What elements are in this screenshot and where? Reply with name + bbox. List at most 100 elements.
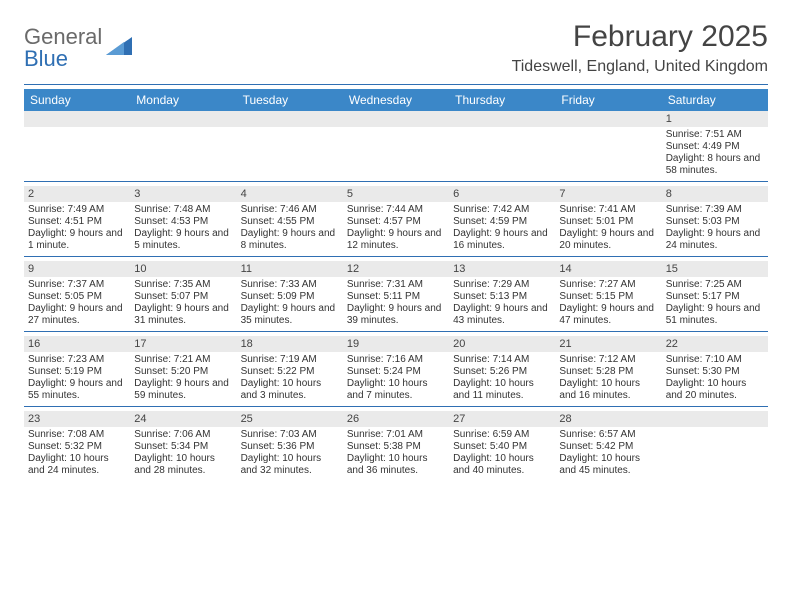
sunset-text: Sunset: 5:40 PM [453,441,551,453]
sunset-text: Sunset: 4:51 PM [28,216,126,228]
empty-day-bar [555,111,661,127]
sunrise-text: Sunrise: 7:39 AM [666,204,764,216]
sunrise-text: Sunrise: 7:31 AM [347,279,445,291]
daylight-text: Daylight: 10 hours and 24 minutes. [28,453,126,477]
day-header: Sunday [24,89,130,111]
sunrise-text: Sunrise: 7:46 AM [241,204,339,216]
daylight-text: Daylight: 10 hours and 32 minutes. [241,453,339,477]
daylight-text: Daylight: 9 hours and 43 minutes. [453,303,551,327]
day-cell: 17Sunrise: 7:21 AMSunset: 5:20 PMDayligh… [130,336,236,407]
sunset-text: Sunset: 5:13 PM [453,291,551,303]
day-cell: 9Sunrise: 7:37 AMSunset: 5:05 PMDaylight… [24,261,130,332]
sunset-text: Sunset: 5:24 PM [347,366,445,378]
sunset-text: Sunset: 5:05 PM [28,291,126,303]
daylight-text: Daylight: 9 hours and 59 minutes. [134,378,232,402]
week-row: 2Sunrise: 7:49 AMSunset: 4:51 PMDaylight… [24,186,768,257]
title-block: February 2025 Tideswell, England, United… [512,20,768,76]
daylight-text: Daylight: 10 hours and 45 minutes. [559,453,657,477]
day-number: 17 [130,336,236,352]
day-number: 4 [237,186,343,202]
day-number: 6 [449,186,555,202]
day-number: 22 [662,336,768,352]
day-cell: 28Sunrise: 6:57 AMSunset: 5:42 PMDayligh… [555,411,661,481]
sunrise-text: Sunrise: 7:12 AM [559,354,657,366]
week-row: 23Sunrise: 7:08 AMSunset: 5:32 PMDayligh… [24,411,768,481]
location-label: Tideswell, England, United Kingdom [512,58,768,76]
day-number: 19 [343,336,449,352]
sunset-text: Sunset: 5:36 PM [241,441,339,453]
day-header: Saturday [662,89,768,111]
daylight-text: Daylight: 10 hours and 11 minutes. [453,378,551,402]
daylight-text: Daylight: 9 hours and 20 minutes. [559,228,657,252]
calendar-head: SundayMondayTuesdayWednesdayThursdayFrid… [24,89,768,111]
daylight-text: Daylight: 10 hours and 40 minutes. [453,453,551,477]
day-cell: 11Sunrise: 7:33 AMSunset: 5:09 PMDayligh… [237,261,343,332]
empty-day-bar [662,411,768,427]
sunset-text: Sunset: 5:38 PM [347,441,445,453]
sunset-text: Sunset: 5:26 PM [453,366,551,378]
day-cell: 22Sunrise: 7:10 AMSunset: 5:30 PMDayligh… [662,336,768,407]
daylight-text: Daylight: 8 hours and 58 minutes. [666,153,764,177]
sunrise-text: Sunrise: 7:08 AM [28,429,126,441]
sunset-text: Sunset: 5:28 PM [559,366,657,378]
day-number: 15 [662,261,768,277]
daylight-text: Daylight: 9 hours and 1 minute. [28,228,126,252]
day-cell [662,411,768,481]
day-cell: 24Sunrise: 7:06 AMSunset: 5:34 PMDayligh… [130,411,236,481]
logo-triangle-icon [106,37,132,59]
daylight-text: Daylight: 10 hours and 3 minutes. [241,378,339,402]
daylight-text: Daylight: 9 hours and 35 minutes. [241,303,339,327]
sunrise-text: Sunrise: 7:25 AM [666,279,764,291]
sunset-text: Sunset: 5:01 PM [559,216,657,228]
day-number: 26 [343,411,449,427]
sunrise-text: Sunrise: 6:57 AM [559,429,657,441]
daylight-text: Daylight: 9 hours and 55 minutes. [28,378,126,402]
empty-day-bar [24,111,130,127]
day-number: 14 [555,261,661,277]
day-number: 1 [662,111,768,127]
empty-day-bar [237,111,343,127]
day-cell: 23Sunrise: 7:08 AMSunset: 5:32 PMDayligh… [24,411,130,481]
sunset-text: Sunset: 5:19 PM [28,366,126,378]
empty-day-bar [449,111,555,127]
sunset-text: Sunset: 5:42 PM [559,441,657,453]
sunset-text: Sunset: 5:03 PM [666,216,764,228]
sunset-text: Sunset: 4:55 PM [241,216,339,228]
sunset-text: Sunset: 5:30 PM [666,366,764,378]
sunset-text: Sunset: 4:57 PM [347,216,445,228]
empty-day-bar [130,111,236,127]
day-header: Tuesday [237,89,343,111]
day-cell: 8Sunrise: 7:39 AMSunset: 5:03 PMDaylight… [662,186,768,257]
day-number: 11 [237,261,343,277]
sunrise-text: Sunrise: 7:21 AM [134,354,232,366]
day-number: 24 [130,411,236,427]
day-cell: 19Sunrise: 7:16 AMSunset: 5:24 PMDayligh… [343,336,449,407]
day-cell [130,111,236,182]
day-number: 5 [343,186,449,202]
daylight-text: Daylight: 9 hours and 51 minutes. [666,303,764,327]
daylight-text: Daylight: 9 hours and 31 minutes. [134,303,232,327]
sunset-text: Sunset: 5:22 PM [241,366,339,378]
daylight-text: Daylight: 10 hours and 7 minutes. [347,378,445,402]
daylight-text: Daylight: 10 hours and 20 minutes. [666,378,764,402]
day-number: 7 [555,186,661,202]
logo: General Blue [24,26,132,70]
day-number: 25 [237,411,343,427]
day-cell: 7Sunrise: 7:41 AMSunset: 5:01 PMDaylight… [555,186,661,257]
daylight-text: Daylight: 10 hours and 36 minutes. [347,453,445,477]
sunset-text: Sunset: 4:59 PM [453,216,551,228]
sunrise-text: Sunrise: 7:27 AM [559,279,657,291]
week-row: 16Sunrise: 7:23 AMSunset: 5:19 PMDayligh… [24,336,768,407]
day-number: 3 [130,186,236,202]
day-cell: 26Sunrise: 7:01 AMSunset: 5:38 PMDayligh… [343,411,449,481]
day-header: Wednesday [343,89,449,111]
sunset-text: Sunset: 4:49 PM [666,141,764,153]
day-header: Thursday [449,89,555,111]
day-cell: 20Sunrise: 7:14 AMSunset: 5:26 PMDayligh… [449,336,555,407]
daylight-text: Daylight: 9 hours and 24 minutes. [666,228,764,252]
day-number: 13 [449,261,555,277]
header-rule [24,84,768,85]
day-cell: 27Sunrise: 6:59 AMSunset: 5:40 PMDayligh… [449,411,555,481]
sunset-text: Sunset: 5:09 PM [241,291,339,303]
day-cell: 1Sunrise: 7:51 AMSunset: 4:49 PMDaylight… [662,111,768,182]
